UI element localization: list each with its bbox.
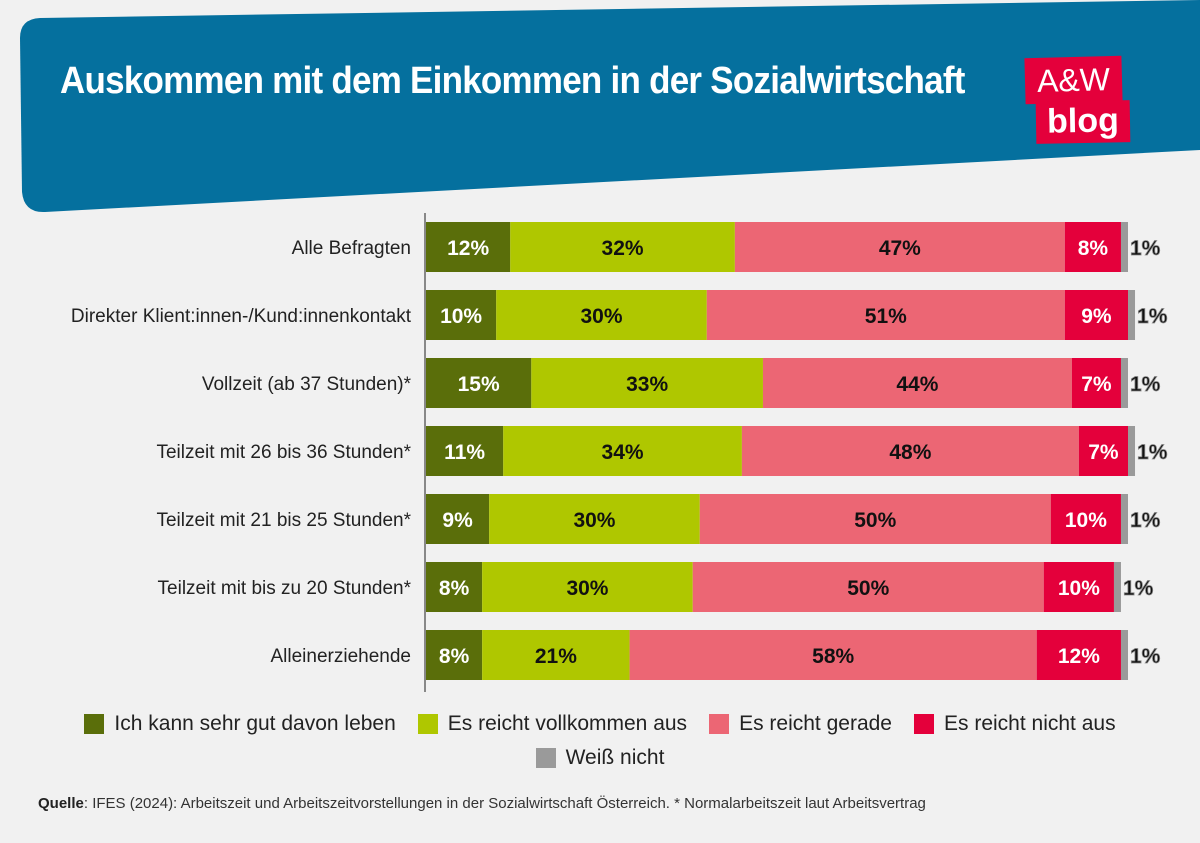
category-label: Teilzeit mit 21 bis 25 Stunden*	[156, 510, 411, 531]
data-label: 1%	[1137, 305, 1168, 328]
data-label: 7%	[1081, 373, 1112, 396]
bar-segment	[1043, 562, 1114, 612]
legend-item: Es reicht gerade	[709, 712, 892, 736]
data-label: 1%	[1130, 509, 1161, 532]
bar-segment	[741, 426, 1079, 476]
legend: Ich kann sehr gut davon leben Es reicht v…	[0, 712, 1200, 780]
legend-swatch	[535, 748, 556, 768]
data-label: 48%	[889, 441, 931, 464]
bar-segment	[426, 426, 504, 476]
stacked-bar-chart: Alle Befragten Direkter Klient:innen-/Kun…	[71, 213, 1168, 692]
bar-segment	[762, 358, 1072, 408]
bar-segment	[510, 222, 735, 272]
bar-segment	[1120, 358, 1128, 408]
bar-segment	[629, 630, 1037, 680]
data-label: 44%	[896, 373, 938, 396]
bar-segment	[482, 630, 630, 680]
bar-segment	[706, 290, 1065, 340]
data-label: 34%	[602, 441, 644, 464]
data-label: 47%	[879, 237, 921, 260]
legend-item: Ich kann sehr gut davon leben	[84, 712, 396, 736]
data-label: 10%	[440, 305, 482, 328]
source-text: : IFES (2024): Arbeitszeit und Arbeitsze…	[83, 795, 926, 812]
bar-segment	[426, 562, 483, 612]
bar-segment	[699, 494, 1051, 544]
legend-item: Es reicht nicht aus	[913, 712, 1116, 736]
bar-segment	[1071, 358, 1121, 408]
data-label: 32%	[602, 237, 644, 260]
legend-swatch	[709, 714, 730, 734]
header-banner	[20, 0, 1200, 213]
bar-segment	[734, 222, 1065, 272]
category-label: Direkter Klient:innen-/Kund:innenkontakt	[71, 306, 412, 327]
bar-segment	[426, 290, 497, 340]
data-label: 12%	[1058, 645, 1100, 668]
bar-segment	[1036, 630, 1121, 680]
bar-segment	[1120, 494, 1128, 544]
source-note: Quelle: IFES (2024): Arbeitszeit und Arb…	[38, 795, 926, 812]
data-label: 33%	[626, 373, 668, 396]
bar-segment	[482, 562, 693, 612]
data-label: 10%	[1058, 577, 1100, 600]
legend-swatch	[913, 714, 934, 734]
data-label: 30%	[566, 577, 608, 600]
bar-segment	[1128, 426, 1136, 476]
page-title: Auskommen mit dem Einkommen in der Sozia…	[60, 60, 965, 102]
category-label: Vollzeit (ab 37 Stunden)*	[202, 374, 412, 395]
source-label: Quelle	[38, 795, 84, 812]
bar-segment	[1113, 562, 1121, 612]
data-label: 50%	[854, 509, 896, 532]
data-label: 12%	[447, 237, 489, 260]
bar-segment	[1078, 426, 1128, 476]
data-label: 8%	[439, 645, 470, 668]
legend-label: Ich kann sehr gut davon leben	[114, 712, 396, 735]
bar-segment	[1064, 222, 1121, 272]
legend-swatch	[84, 714, 105, 734]
legend-label: Es reicht vollkommen aus	[447, 712, 688, 735]
data-label: 50%	[847, 577, 889, 600]
bar-segment	[531, 358, 763, 408]
data-label: 58%	[812, 645, 854, 668]
bar-segment	[1050, 494, 1121, 544]
data-label: 7%	[1088, 441, 1119, 464]
bar-segment	[489, 494, 700, 544]
data-label: 8%	[439, 577, 470, 600]
data-label: 51%	[865, 305, 907, 328]
data-label: 15%	[458, 373, 500, 396]
bar-segment	[692, 562, 1044, 612]
data-label: 21%	[535, 645, 577, 668]
category-label: Teilzeit mit bis zu 20 Stunden*	[158, 578, 412, 599]
data-label: 11%	[444, 441, 485, 464]
bar-segment	[1128, 290, 1136, 340]
data-label: 1%	[1130, 237, 1161, 260]
data-label: 10%	[1065, 509, 1107, 532]
bar-segment	[1120, 630, 1128, 680]
data-label: 1%	[1123, 577, 1154, 600]
bar-segment	[426, 358, 532, 408]
data-label: 9%	[1081, 305, 1112, 328]
data-label: 8%	[1078, 237, 1109, 260]
data-label: 30%	[573, 509, 615, 532]
data-label: 1%	[1130, 373, 1161, 396]
legend-label: Weiß nicht	[565, 746, 665, 769]
bar-segment	[496, 290, 707, 340]
bar-segment	[426, 222, 511, 272]
legend-label: Es reicht gerade	[739, 712, 892, 735]
data-label: 30%	[580, 305, 622, 328]
legend-item: Es reicht vollkommen aus	[417, 712, 688, 736]
bar-segment	[1120, 222, 1128, 272]
category-label: Alle Befragten	[292, 238, 411, 259]
data-label: 1%	[1130, 645, 1161, 668]
category-label: Alleinerziehende	[271, 646, 412, 667]
legend-swatch	[417, 714, 438, 734]
legend-item: Weiß nicht	[535, 746, 665, 770]
bar-segment	[426, 494, 490, 544]
bar-segment	[1064, 290, 1128, 340]
category-label: Teilzeit mit 26 bis 36 Stunden*	[156, 442, 411, 463]
bar-segment	[503, 426, 742, 476]
legend-label: Es reicht nicht aus	[943, 712, 1116, 735]
data-label: 9%	[442, 509, 473, 532]
bar-segment	[426, 630, 483, 680]
data-label: 1%	[1137, 441, 1168, 464]
